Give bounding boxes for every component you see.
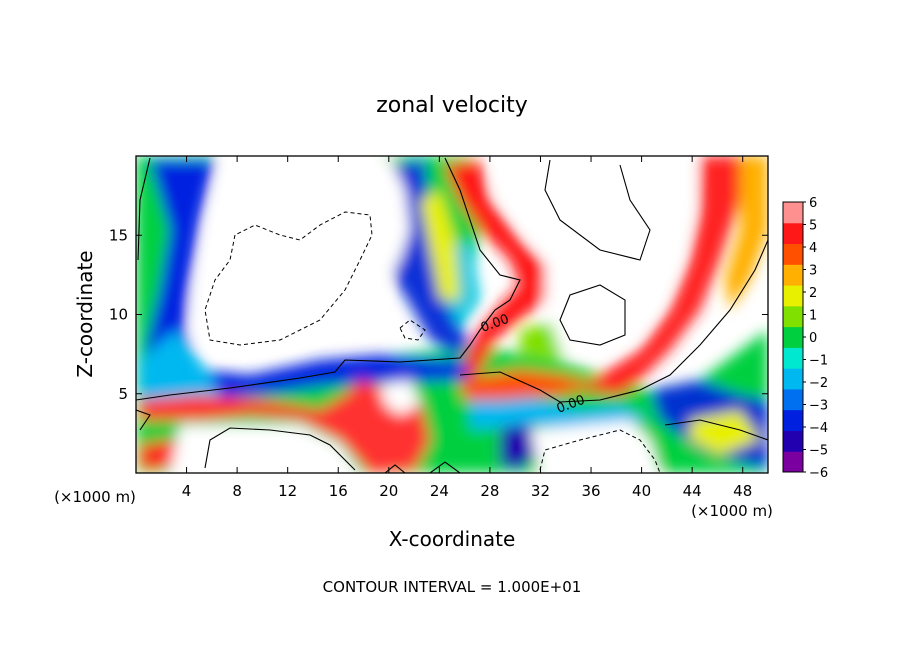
field-patch: [470, 395, 650, 430]
x-tick-label: 28: [480, 482, 499, 500]
x-tick-label: 8: [232, 482, 242, 500]
contour-interval-footer: CONTOUR INTERVAL = 1.000E+01: [323, 578, 582, 596]
x-tick-label: 4: [182, 482, 192, 500]
contour-line: [544, 159, 651, 261]
x-tick-label: 44: [683, 482, 702, 500]
contour-line: [459, 239, 768, 403]
contour-line: [136, 157, 521, 401]
colorbar-label: 0: [809, 331, 817, 346]
contour-line: [664, 419, 768, 441]
contour-line: [136, 409, 151, 431]
field-patch: [580, 156, 740, 395]
colorbar-swatch: [783, 368, 803, 390]
colorbar-swatch: [783, 243, 803, 265]
x-tick-label: 32: [531, 482, 550, 500]
contour-line: [539, 429, 661, 473]
colorbar-label: −4: [809, 421, 828, 436]
colorbar-label: −2: [809, 376, 828, 391]
x-unit-right: (×1000 m): [691, 502, 773, 520]
colorbar-swatch: [783, 202, 803, 224]
field-patch: [170, 425, 360, 473]
contour-lines: [136, 157, 768, 473]
x-tick-label: 24: [430, 482, 449, 500]
field-patch: [495, 158, 695, 355]
contour-line: [204, 427, 356, 471]
field-patch: [725, 156, 768, 310]
colorbar-label: −5: [809, 444, 828, 459]
colorbar-label: 5: [809, 219, 817, 234]
negative-contour-lines: [204, 211, 661, 473]
contour-line: [429, 461, 461, 473]
x-tick-label: 12: [278, 482, 297, 500]
y-tick-label: 15: [109, 226, 128, 244]
colorbar-swatch: [783, 430, 803, 452]
field-patch: [445, 160, 545, 380]
colorbar-label: −1: [809, 354, 828, 369]
colorbar-label: 2: [809, 286, 817, 301]
x-tick-label: 20: [379, 482, 398, 500]
field-patch: [140, 330, 220, 405]
x-unit-left: (×1000 m): [54, 488, 136, 506]
heatmap-field: [136, 156, 768, 473]
colorbar-label: 1: [809, 309, 817, 324]
colorbar-label: −6: [809, 466, 828, 481]
colorbar-swatch: [783, 388, 803, 411]
x-axis: 4 8 12 16 20 24 28 32 36 40 44 48: [182, 156, 752, 500]
colorbar-label: 3: [809, 264, 817, 279]
y-axis-label: Z-coordinate: [73, 250, 97, 377]
colorbar-swatch: [783, 285, 803, 307]
x-tick-label: 36: [581, 482, 600, 500]
colorbar-label: 6: [809, 196, 817, 211]
colorbar-swatch: [783, 451, 803, 473]
y-axis: 5 10 15: [109, 226, 768, 403]
y-tick-label: 10: [109, 306, 128, 324]
x-tick-label: 40: [632, 482, 651, 500]
y-tick-label: 5: [118, 385, 128, 403]
field-patch: [500, 420, 540, 470]
field-patch: [690, 410, 760, 455]
x-tick-label: 16: [329, 482, 348, 500]
contour-line: [399, 319, 426, 341]
colorbar-swatch: [783, 222, 803, 245]
x-tick-label: 48: [733, 482, 752, 500]
colorbar: 6 5 4 3 2 1 0 −1 −2 −3 −4 −5 −6: [782, 196, 828, 481]
colorbar-swatch: [783, 347, 803, 369]
chart-title: zonal velocity: [376, 93, 528, 118]
field-patch: [140, 380, 430, 473]
contour-line: [559, 284, 626, 346]
colorbar-swatch: [783, 264, 803, 286]
contour-line: [137, 157, 151, 261]
field-patch: [420, 190, 460, 300]
colorbar-swatch: [783, 409, 803, 431]
field-patch: [380, 380, 420, 415]
field-patch: [195, 158, 410, 350]
x-axis-label: X-coordinate: [389, 527, 516, 551]
colorbar-swatch: [783, 326, 803, 348]
colorbar-label: −3: [809, 399, 828, 414]
colorbar-swatch: [783, 305, 803, 328]
colorbar-label: 4: [809, 241, 817, 256]
contour-line: [204, 211, 373, 346]
